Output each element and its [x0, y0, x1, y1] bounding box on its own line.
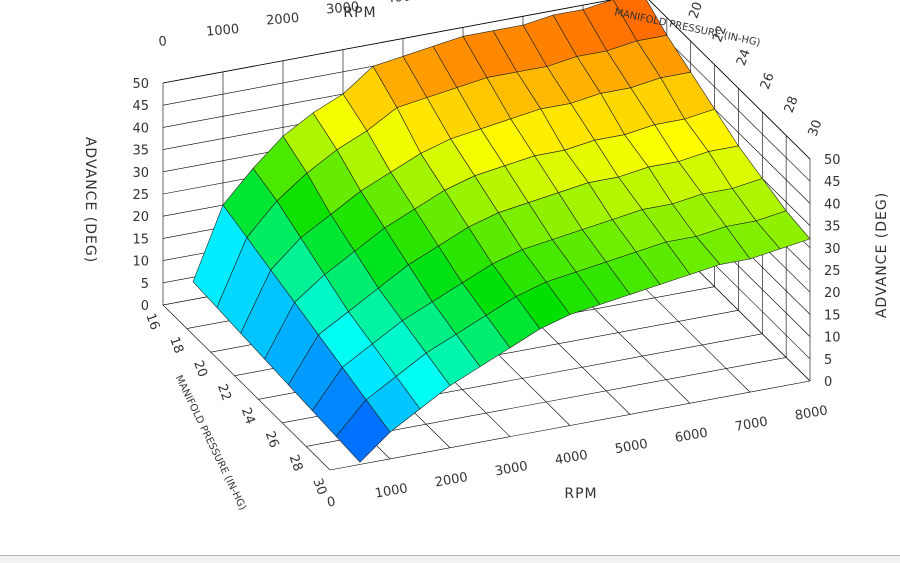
bottom-pressure-tick: 18 [166, 335, 186, 356]
floor-gridline [162, 304, 331, 471]
top-rpm-tick: 1000 [206, 22, 240, 40]
bottom-rpm-tick: 5000 [614, 437, 649, 458]
right-advance-tick: 5 [824, 353, 832, 368]
bottom-edge-bar [0, 555, 900, 563]
surface-cell [335, 399, 391, 463]
bottom-pressure-tick: 22 [214, 382, 234, 403]
bottom-rpm-tick: 1000 [374, 481, 409, 502]
left-advance-tick: 45 [132, 99, 149, 114]
left-advance-tick: 40 [132, 121, 149, 136]
left-advance-tick: 25 [132, 188, 149, 203]
top-frame-edge [162, 0, 811, 160]
bottom-pressure-tick: 30 [309, 476, 329, 497]
bottom-rpm-tick: 7000 [734, 414, 769, 435]
left-advance-tick: 10 [132, 255, 149, 270]
floor-gridline [329, 380, 811, 471]
bottom-rpm-tick: 6000 [674, 426, 709, 447]
left-advance-tick: 50 [132, 77, 149, 92]
top-rpm-axis-title: RPM [343, 5, 376, 21]
right-advance-tick: 0 [824, 375, 832, 390]
top-rpm-tick: 4000 [386, 0, 420, 6]
bottom-pressure-tick: 28 [286, 453, 306, 474]
bottom-rpm-tick: 8000 [794, 403, 829, 424]
bottom-pressure-tick: 26 [262, 429, 282, 450]
top-pressure-tick: 30 [806, 118, 826, 139]
bottom-rpm-tick: 2000 [434, 470, 469, 491]
left-advance-tick: 15 [132, 232, 149, 247]
right-advance-tick: 40 [824, 197, 841, 212]
right-advance-tick: 45 [824, 175, 841, 190]
right-advance-tick: 50 [824, 153, 841, 168]
top-rpm-tick: 3000 [326, 0, 360, 18]
surface [192, 0, 811, 463]
bottom-pressure-tick: 24 [238, 406, 258, 427]
right-advance-tick: 35 [824, 220, 841, 235]
top-rpm-tick: 0 [158, 34, 168, 50]
right-advance-tick: 30 [824, 242, 841, 257]
top-pressure-tick: 24 [734, 47, 754, 68]
tick-labels: 0010001000200020003000300040004000500050… [132, 0, 840, 511]
right-advance-tick: 15 [824, 308, 841, 323]
top-pressure-tick: 28 [782, 94, 802, 115]
right-advance-tick: 20 [824, 286, 841, 301]
bottom-rpm-tick: 0 [326, 494, 337, 510]
top-pressure-tick: 26 [758, 71, 778, 92]
bottom-manifold-axis-title: MANIFOLD PRESSURE (IN-HG) [173, 374, 248, 513]
top-rpm-tick: 2000 [266, 11, 300, 29]
left-advance-tick: 35 [132, 144, 149, 159]
left-advance-axis-title: ADVANCE (DEG) [82, 137, 98, 263]
bottom-pressure-tick: 20 [190, 359, 210, 380]
left-advance-tick: 0 [141, 299, 149, 314]
top-pressure-tick: 22 [710, 24, 730, 45]
left-advance-tick: 30 [132, 166, 149, 181]
bottom-rpm-tick: 3000 [494, 459, 529, 480]
bottom-pressure-tick: 16 [142, 311, 162, 332]
right-advance-tick: 25 [824, 264, 841, 279]
right-advance-tick: 10 [824, 331, 841, 346]
bottom-rpm-tick: 4000 [554, 448, 589, 469]
top-pressure-tick: 20 [686, 0, 706, 21]
bottom-rpm-axis-title: RPM [564, 486, 597, 502]
left-advance-tick: 5 [141, 277, 149, 292]
left-advance-tick: 20 [132, 210, 149, 225]
right-advance-axis-title: ADVANCE (DEG) [874, 192, 890, 318]
